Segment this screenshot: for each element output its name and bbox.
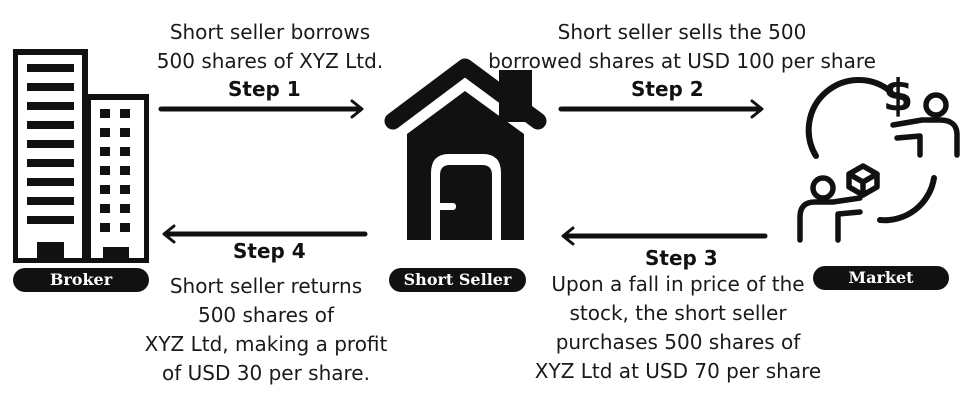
dollar-icon: $	[883, 70, 914, 121]
step-1-description: Short seller borrows 500 shares of XYZ L…	[156, 20, 384, 73]
step-3-label: Step 3	[645, 246, 718, 270]
market-label: Market	[813, 266, 949, 290]
short-seller-label: Short Seller	[389, 268, 526, 292]
step-1-label: Step 1	[228, 77, 301, 101]
step-4-label: Step 4	[233, 239, 306, 263]
step-4-description: Short seller returns 500 shares of XYZ L…	[144, 274, 388, 385]
step-3-description: Upon a fall in price of the stock, the s…	[534, 272, 822, 383]
office-buildings-icon	[13, 49, 149, 263]
step-2-description: Short seller sells the 500 borrowed shar…	[488, 20, 876, 73]
broker-label: Broker	[13, 268, 149, 292]
step-2-label: Step 2	[631, 77, 704, 101]
exchange-cycle-icon: $	[797, 70, 960, 243]
house-icon	[384, 58, 547, 240]
